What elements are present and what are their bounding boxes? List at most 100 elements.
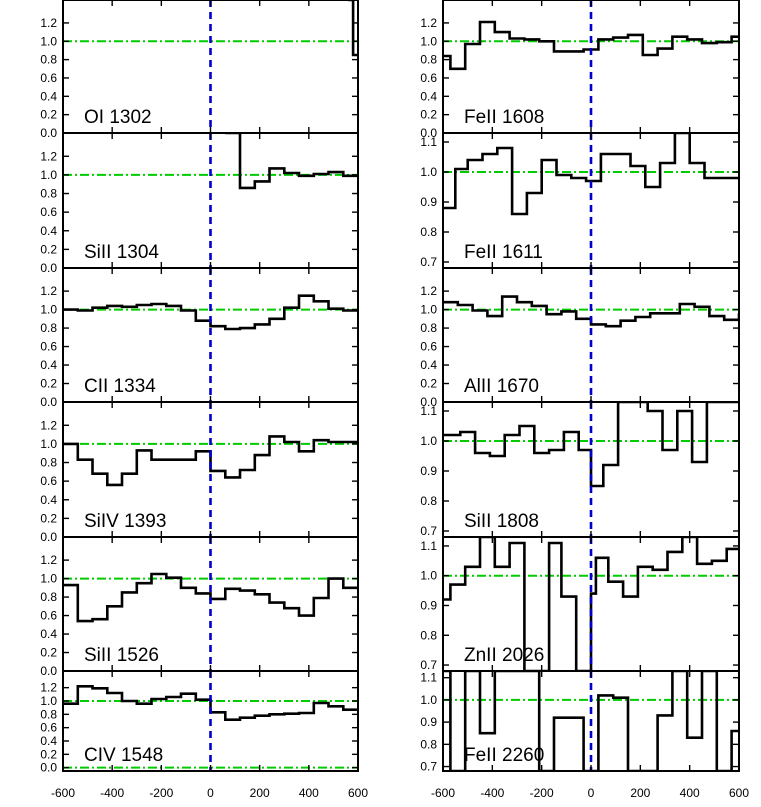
panel-feii-1608-ytick-label: 0.2: [420, 108, 437, 122]
panel-siiv-1393-ytick-label: 1.0: [40, 437, 57, 451]
panel-siii-1526-ytick-label: 0.8: [40, 590, 57, 604]
panel-oi-1302-ytick-label: 0.2: [40, 108, 57, 122]
x-tick-label-col2: -200: [530, 786, 554, 800]
panel-znii-2026: 0.7 0.8 0.9 1.0 1.1 ZnII 2026: [420, 536, 740, 672]
panel-znii-2026-label: ZnII 2026: [464, 645, 544, 666]
panel-feii-1608-ytick-label: 0.0: [420, 126, 437, 140]
panel-siii-1304-ytick-label: 0.8: [40, 187, 57, 201]
panel-cii-1334-ytick-label: 1.0: [40, 303, 57, 317]
panel-alii-1670-ytick-label: 0.2: [420, 377, 437, 391]
panel-siiv-1393-ytick-label: 0.8: [40, 456, 57, 470]
x-tick-label-col1: 400: [299, 786, 319, 800]
panel-civ-1548-ytick-label: 1.0: [40, 694, 57, 708]
panel-siii-1808-ytick-label: 1.0: [420, 434, 437, 448]
panel-znii-2026-ytick-label: 1.0: [420, 569, 437, 583]
panel-siii-1304: 0.0 0.2 0.4 0.6 0.8 1.0 1.2 SiII 1304: [40, 132, 359, 275]
panel-civ-1548-ytick-label: 0.6: [40, 721, 57, 735]
panel-siiv-1393-ytick-label: 0.2: [40, 511, 57, 525]
panel-siii-1526-spectrum-line: [63, 572, 358, 623]
panel-feii-1608-ytick-label: 1.0: [420, 34, 437, 48]
panel-civ-1548-spectrum-line: [63, 685, 358, 721]
panel-siiv-1393-ytick-label: 0.4: [40, 493, 57, 507]
panel-siii-1808-ytick-label: 1.1: [420, 404, 437, 418]
panel-oi-1302-ytick-label: 0.8: [40, 53, 57, 67]
panel-civ-1548-ytick-label: 0.0: [40, 761, 57, 775]
panel-cii-1334-ytick-label: 0.2: [40, 377, 57, 391]
panel-cii-1334-ytick-label: 0.8: [40, 321, 57, 335]
panel-siii-1304-ytick-label: 1.2: [40, 149, 57, 163]
panel-cii-1334-ytick-label: 1.2: [40, 284, 57, 298]
panel-siii-1526-ytick-label: 1.2: [40, 553, 57, 567]
panel-cii-1334-ytick-label: 0.4: [40, 358, 57, 372]
panel-siii-1808-ytick-label: 0.9: [420, 464, 437, 478]
panel-oi-1302-ytick-label: 0.4: [40, 89, 57, 103]
panel-civ-1548-ytick-label: 0.4: [40, 734, 57, 748]
panel-siii-1526-ytick-label: 0.2: [40, 646, 57, 660]
panel-znii-2026-ytick-label: 0.8: [420, 628, 437, 642]
panel-alii-1670-ytick-label: 0.6: [420, 340, 437, 354]
panel-siii-1526-label: SiII 1526: [84, 645, 159, 666]
panel-siii-1526-ytick-label: 0.4: [40, 627, 57, 641]
panel-civ-1548-ytick-label: 1.2: [40, 681, 57, 695]
panel-feii-2260-ytick-label: 0.7: [420, 760, 437, 774]
x-tick-label-col1: 600: [348, 786, 368, 800]
panel-civ-1548-label: CIV 1548: [84, 745, 163, 766]
panel-feii-1611-ytick-label: 0.8: [420, 225, 437, 239]
panel-alii-1670: 0.0 0.2 0.4 0.6 0.8 1.0 1.2 AlII 1670: [420, 267, 740, 409]
x-tick-label-col2: 0: [588, 786, 595, 800]
panel-siiv-1393-ytick-label: 1.2: [40, 418, 57, 432]
panel-siii-1304-ytick-label: 0.6: [40, 205, 57, 219]
panel-feii-2260-spectrum-line: [443, 671, 739, 771]
panel-alii-1670-ytick-label: 0.4: [420, 358, 437, 372]
panel-oi-1302-spectrum-line: [348, 0, 358, 57]
panel-siii-1526-ytick-label: 1.0: [40, 572, 57, 586]
panel-feii-1608-spectrum-line: [443, 20, 739, 71]
x-tick-label-col1: -400: [100, 786, 124, 800]
panel-cii-1334-ytick-label: 0.0: [40, 395, 57, 409]
x-tick-label-col1: -200: [149, 786, 173, 800]
panel-alii-1670-ytick-label: 0.8: [420, 321, 437, 335]
panel-feii-1608-ytick-label: 0.6: [420, 71, 437, 85]
panel-feii-1608-ytick-label: 0.8: [420, 53, 437, 67]
panel-oi-1302-ytick-label: 1.0: [40, 34, 57, 48]
panel-oi-1302-ytick-label: 0.6: [40, 71, 57, 85]
panel-siii-1808-ytick-label: 0.7: [420, 524, 437, 538]
panel-siii-1526-ytick-label: 0.0: [40, 664, 57, 678]
panel-feii-1611-ytick-label: 0.9: [420, 195, 437, 209]
panel-oi-1302-ytick-label: 1.2: [40, 16, 57, 30]
panel-siiv-1393-ytick-label: 0.6: [40, 474, 57, 488]
x-tick-label-col1: -600: [51, 786, 75, 800]
panel-feii-2260: 0.7 0.8 0.9 1.0 1.1 FeII 2260: [420, 670, 740, 774]
panel-alii-1670-ytick-label: 0.0: [420, 395, 437, 409]
panel-oi-1302: 0.0 0.2 0.4 0.6 0.8 1.0 1.2 OI 1302: [40, 0, 359, 140]
panel-znii-2026-ytick-label: 0.7: [420, 658, 437, 672]
panel-alii-1670-label: AlII 1670: [464, 376, 539, 397]
panel-siii-1808-ytick-label: 0.8: [420, 494, 437, 508]
panel-siii-1808: 0.7 0.8 0.9 1.0 1.1 SiII 1808: [420, 401, 740, 538]
panel-feii-2260-label: FeII 2260: [464, 745, 544, 766]
x-tick-label-col1: 200: [250, 786, 270, 800]
panel-feii-1611-ytick-label: 1.1: [420, 135, 437, 149]
panel-siii-1526: 0.0 0.2 0.4 0.6 0.8 1.0 1.2 SiII 1526: [40, 536, 359, 678]
panel-alii-1670-ytick-label: 1.2: [420, 284, 437, 298]
panel-feii-1608-ytick-label: 0.4: [420, 89, 437, 103]
panel-siii-1304-ytick-label: 0.0: [40, 261, 57, 275]
panel-cii-1334-ytick-label: 0.6: [40, 340, 57, 354]
panel-feii-1611-ytick-label: 0.7: [420, 255, 437, 269]
panel-siiv-1393-ytick-label: 0.0: [40, 530, 57, 544]
panel-civ-1548: 0.00.20.40.60.81.01.2 CIV 1548: [40, 670, 359, 775]
panel-feii-1611-spectrum-line: [443, 133, 739, 216]
x-tick-label-col2: 400: [680, 786, 700, 800]
panel-siii-1304-ytick-label: 0.2: [40, 242, 57, 256]
x-tick-label-col2: 200: [630, 786, 650, 800]
x-tick-label-col2: -600: [431, 786, 455, 800]
x-tick-label-col2: 600: [729, 786, 749, 800]
panel-siii-1304-ytick-label: 1.0: [40, 168, 57, 182]
panel-siii-1304-spectrum-line: [225, 133, 358, 190]
x-tick-label-col1: 0: [207, 786, 214, 800]
panel-feii-2260-ytick-label: 0.8: [420, 737, 437, 751]
panel-feii-1608-ytick-label: 1.2: [420, 16, 437, 30]
panel-siiv-1393-spectrum-line: [63, 435, 358, 487]
panel-feii-1611-label: FeII 1611: [464, 242, 543, 263]
panel-siii-1808-spectrum-line: [443, 402, 739, 488]
